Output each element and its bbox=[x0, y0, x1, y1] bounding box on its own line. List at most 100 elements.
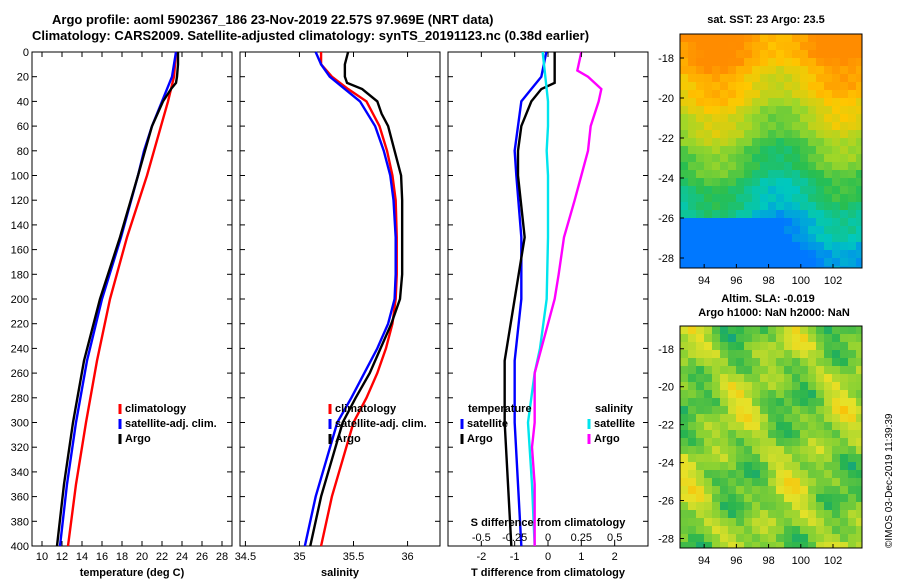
map-cell bbox=[712, 366, 720, 374]
map-cell bbox=[808, 510, 816, 518]
map-cell bbox=[824, 50, 832, 58]
map-cell bbox=[784, 82, 792, 90]
map-cell bbox=[752, 250, 760, 258]
map-cell bbox=[744, 258, 752, 266]
map-cell bbox=[760, 178, 768, 186]
map-cell bbox=[848, 34, 856, 42]
map-cell bbox=[752, 526, 760, 534]
map-cell bbox=[808, 470, 816, 478]
map-cell bbox=[680, 34, 688, 42]
map-cell bbox=[824, 138, 832, 146]
map-cell bbox=[808, 534, 816, 542]
x-tick-label: 36 bbox=[401, 551, 413, 563]
map-cell bbox=[712, 250, 720, 258]
map-cell bbox=[752, 170, 760, 178]
map-cell bbox=[752, 154, 760, 162]
map-cell bbox=[736, 334, 744, 342]
map-cell bbox=[824, 98, 832, 106]
map-cell bbox=[728, 470, 736, 478]
map-cell bbox=[696, 98, 704, 106]
map-cell bbox=[816, 154, 824, 162]
map-cell bbox=[840, 478, 848, 486]
map-cell bbox=[792, 226, 800, 234]
map-cell bbox=[736, 250, 744, 258]
map-cell bbox=[728, 258, 736, 266]
map-cell bbox=[728, 66, 736, 74]
map-cell bbox=[808, 106, 816, 114]
map-cell bbox=[784, 106, 792, 114]
map-cell bbox=[696, 438, 704, 446]
map-cell bbox=[848, 138, 856, 146]
legend-label: Argo bbox=[335, 433, 361, 445]
map-cell bbox=[784, 42, 792, 50]
map-cell bbox=[824, 414, 832, 422]
map-cell bbox=[752, 446, 760, 454]
map-cell bbox=[736, 326, 744, 334]
map-cell bbox=[800, 446, 808, 454]
map-cell bbox=[816, 218, 824, 226]
map-cell bbox=[768, 90, 776, 98]
map-cell bbox=[792, 502, 800, 510]
map-cell bbox=[808, 350, 816, 358]
map-cell bbox=[840, 326, 848, 334]
map-x-tick-label: 98 bbox=[762, 555, 774, 567]
map-cell bbox=[848, 334, 856, 342]
map-cell bbox=[800, 510, 808, 518]
map-x-tick-label: 94 bbox=[698, 275, 710, 287]
map-cell bbox=[784, 526, 792, 534]
map-cell bbox=[728, 202, 736, 210]
map-cell bbox=[736, 138, 744, 146]
map-cell bbox=[728, 438, 736, 446]
map-cell bbox=[792, 66, 800, 74]
map-cell bbox=[808, 438, 816, 446]
y-tick-label: 300 bbox=[11, 418, 29, 430]
map-cell bbox=[832, 138, 840, 146]
map-cell bbox=[728, 138, 736, 146]
map-cell bbox=[776, 382, 784, 390]
map-cell bbox=[784, 502, 792, 510]
map-cell bbox=[840, 98, 848, 106]
map-cell bbox=[768, 266, 776, 268]
map-cell bbox=[720, 226, 728, 234]
map-cell bbox=[752, 82, 760, 90]
y-tick-label: 340 bbox=[11, 467, 29, 479]
map-cell bbox=[712, 242, 720, 250]
map-cell bbox=[792, 446, 800, 454]
map-cell bbox=[736, 90, 744, 98]
map-cell bbox=[688, 154, 696, 162]
map-cell bbox=[808, 478, 816, 486]
map-cell bbox=[744, 454, 752, 462]
map-cell bbox=[688, 90, 696, 98]
top-axis-label: S difference from climatology bbox=[471, 517, 627, 529]
map-cell bbox=[712, 342, 720, 350]
map-cell bbox=[800, 454, 808, 462]
map-cell bbox=[848, 210, 856, 218]
map-cell bbox=[752, 50, 760, 58]
map-cell bbox=[688, 422, 696, 430]
map-cell bbox=[848, 542, 856, 548]
map-cell bbox=[688, 106, 696, 114]
map-cell bbox=[696, 226, 704, 234]
map-cell bbox=[736, 382, 744, 390]
map-cell bbox=[704, 162, 712, 170]
map-cell bbox=[752, 358, 760, 366]
map-cell bbox=[792, 438, 800, 446]
map-cell bbox=[808, 374, 816, 382]
map-cell bbox=[824, 58, 832, 66]
map-cell bbox=[760, 470, 768, 478]
map-cell bbox=[768, 226, 776, 234]
map-cell bbox=[832, 446, 840, 454]
map-cell bbox=[688, 210, 696, 218]
map-cell bbox=[832, 470, 840, 478]
map-cell bbox=[680, 50, 688, 58]
map-cell bbox=[720, 486, 728, 494]
map-cell bbox=[688, 186, 696, 194]
map-cell bbox=[704, 502, 712, 510]
map-cell bbox=[816, 146, 824, 154]
map-cell bbox=[760, 170, 768, 178]
map-cell bbox=[776, 250, 784, 258]
map-cell bbox=[696, 430, 704, 438]
map-cell bbox=[832, 494, 840, 502]
map-cell bbox=[688, 42, 696, 50]
map-cell bbox=[840, 170, 848, 178]
